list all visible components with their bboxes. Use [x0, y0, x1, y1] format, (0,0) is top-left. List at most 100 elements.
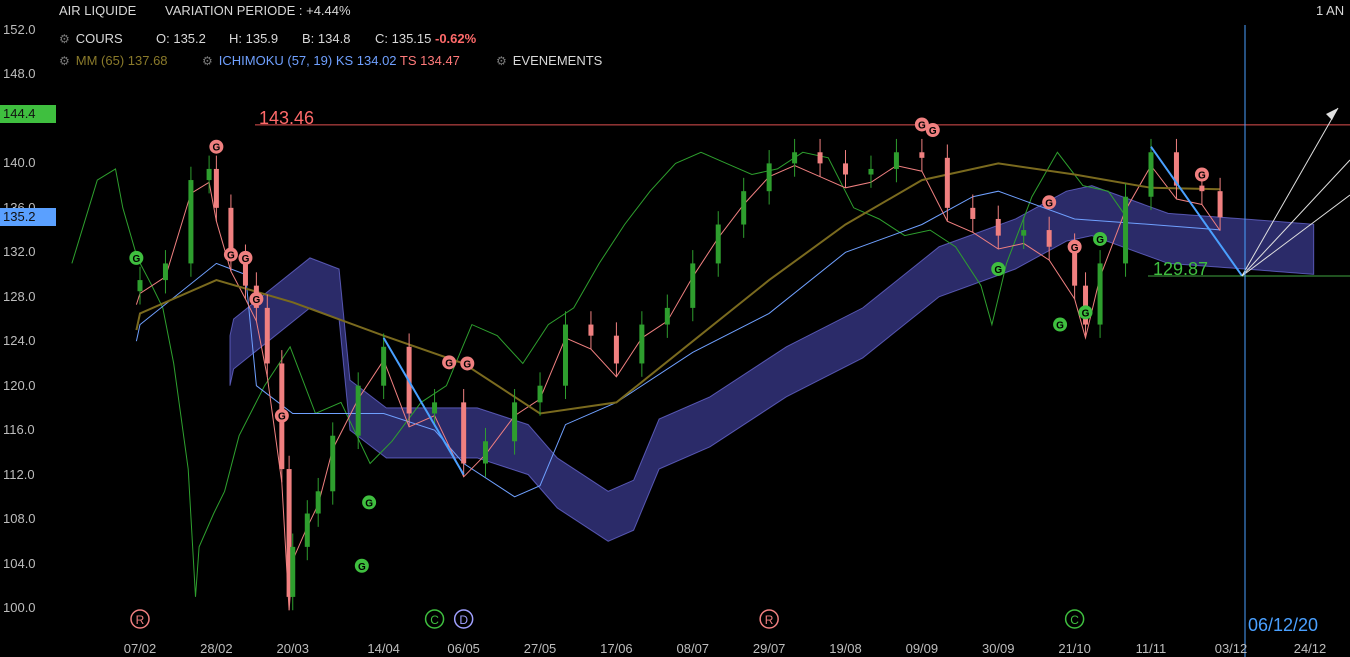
candle-body [137, 280, 143, 292]
y-tick-label: 104.0 [3, 555, 36, 571]
x-tick-label: 11/11 [1135, 641, 1167, 656]
candle-body [893, 152, 899, 169]
candle-body [482, 441, 488, 464]
x-tick-label: 28/02 [200, 641, 233, 656]
y-tick-label: 116.0 [3, 422, 35, 438]
ichimoku-legend[interactable]: ⚙ ICHIMOKU (57, 19) KS 134.02 TS 134.47 [202, 53, 460, 68]
low-value: B: 134.8 [302, 31, 351, 46]
candle-body [381, 346, 387, 386]
signal-marker [925, 123, 940, 138]
signal-marker-label: G [227, 251, 235, 262]
signal-marker-label: G [929, 126, 937, 137]
y-tick-label: 108.0 [3, 511, 36, 527]
candle-body [664, 307, 670, 325]
candle-body [690, 263, 696, 308]
event-marker-label: R [765, 613, 774, 627]
signal-marker-label: G [212, 143, 220, 154]
trend-line [1150, 146, 1243, 277]
close-value: C: 135.15 [375, 31, 432, 46]
event-marker [424, 609, 445, 629]
y-tick-label: 140.0 [3, 155, 36, 171]
candle-body [792, 152, 798, 164]
y-tick-label: 100.0 [3, 600, 36, 615]
signal-marker-label: G [994, 265, 1002, 276]
candle-body [1173, 152, 1179, 186]
period-variation: VARIATION PERIODE : +4.44% [165, 3, 351, 18]
signal-marker-label: G [1056, 321, 1064, 332]
x-tick-label: 30/09 [981, 641, 1015, 656]
event-marker [759, 609, 779, 629]
candle-body [1148, 152, 1154, 197]
gear-icon[interactable]: ⚙ [59, 32, 70, 46]
candle-body [843, 163, 849, 175]
x-tick-label: 20/03 [276, 641, 310, 656]
y-tick-label: 124.0 [3, 333, 36, 349]
candle-body [970, 207, 976, 219]
instrument-title: AIR LIQUIDE [59, 3, 137, 18]
candle-body [741, 191, 747, 225]
signal-marker [1078, 305, 1093, 320]
candle-body [188, 180, 194, 264]
candle-body [461, 402, 467, 464]
event-marker-label: C [1070, 613, 1079, 627]
event-marker [453, 609, 474, 629]
signal-marker [238, 250, 253, 265]
price-tag: 135.2 [0, 207, 56, 226]
period-selector[interactable]: 1 AN [1316, 3, 1345, 18]
y-tick-label: 112.0 [3, 466, 35, 482]
signal-marker-label: G [365, 498, 373, 509]
x-tick-label: 24/12 [1293, 641, 1327, 656]
price-tag: 144.4 [0, 105, 56, 124]
candle-body [613, 335, 619, 364]
candle-body [817, 152, 823, 164]
ichimoku-cloud [229, 185, 1315, 542]
y-tick-label: 152.0 [3, 22, 36, 37]
candle-body [766, 163, 772, 192]
signal-marker [1053, 317, 1068, 332]
gear-icon[interactable]: ⚙ [59, 54, 70, 68]
candle-body [1083, 285, 1089, 325]
ichimoku-label: ICHIMOKU (57, 19) [218, 53, 333, 68]
signal-marker [1042, 195, 1057, 210]
x-tick-label: 07/02 [123, 641, 157, 656]
change-value: -0.62% [435, 31, 477, 46]
candle-body [944, 157, 950, 208]
candle-body [315, 491, 321, 514]
x-tick-label: 09/09 [905, 641, 939, 656]
candle-body [715, 224, 721, 264]
gear-icon[interactable]: ⚙ [202, 54, 213, 68]
signal-marker [354, 558, 369, 573]
candle-body [213, 168, 219, 208]
tenkan-value: TS 134.47 [399, 53, 460, 68]
ma-legend[interactable]: ⚙ MM (65) 137.68 [59, 53, 168, 68]
event-marker-label: R [136, 613, 145, 627]
candle-body [995, 218, 1001, 236]
candle-body [290, 546, 296, 597]
x-tick-label: 27/05 [523, 641, 557, 656]
signal-marker-label: G [358, 562, 366, 573]
candle-body [512, 402, 518, 442]
close-legend: C: 135.15 -0.62% [375, 31, 476, 46]
x-tick-label: 29/07 [752, 641, 786, 656]
candle-body [162, 263, 168, 281]
signal-marker-label: G [918, 120, 926, 131]
y-tick-label: 148.0 [3, 66, 36, 82]
cours-legend[interactable]: ⚙ COURS [59, 31, 123, 46]
candle-body [919, 152, 925, 158]
gear-icon[interactable]: ⚙ [496, 54, 507, 68]
signal-marker [274, 408, 289, 423]
candle-body [562, 324, 568, 386]
events-legend[interactable]: ⚙ EVENEMENTS [496, 53, 602, 68]
x-tick-label: 06/05 [447, 641, 480, 656]
candle-body [1123, 196, 1129, 264]
kijun-value: KS 134.02 [335, 53, 397, 68]
signal-marker-label: G [1045, 198, 1053, 209]
candle-body [1046, 230, 1052, 247]
signal-marker-label: G [445, 358, 453, 369]
event-marker [130, 609, 150, 629]
candle-body [206, 168, 212, 181]
x-tick-label: 14/04 [367, 641, 400, 656]
x-tick-label: 21/10 [1058, 641, 1091, 656]
kijun-sen [135, 190, 1221, 498]
